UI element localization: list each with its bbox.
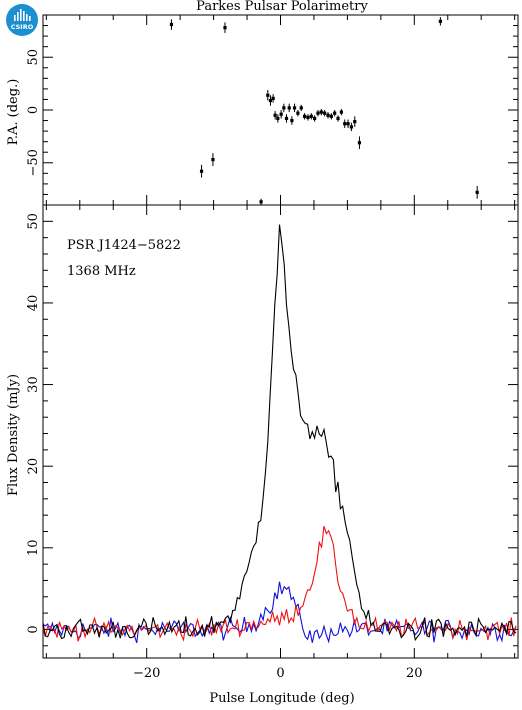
- pa-point-17: [299, 106, 303, 110]
- profile-lines: [42, 224, 517, 644]
- pa-point-14: [290, 118, 294, 123]
- pa-point-21: [313, 116, 317, 121]
- profile-ytick-label: 30: [26, 376, 41, 393]
- pa-point-33: [353, 120, 357, 124]
- profile-xtick-label: 0: [276, 666, 284, 681]
- logo-bars-icon: [14, 9, 31, 21]
- logo-text: CSIRO: [11, 23, 34, 31]
- profile-ytick-label: 0: [26, 625, 41, 633]
- profile-ytick-label: 20: [26, 458, 41, 475]
- chart-title: Parkes Pulsar Polarimetry: [196, 0, 368, 14]
- pa-point-31: [346, 122, 350, 126]
- pa-point-32: [349, 125, 354, 129]
- profile-xtick-label: −20: [133, 666, 160, 681]
- csiro-logo: CSIRO: [6, 4, 38, 36]
- pa-point-12: [284, 116, 289, 121]
- pa-point-26: [329, 114, 333, 118]
- pa-point-23: [319, 110, 323, 114]
- pa-point-36: [475, 190, 479, 194]
- profile-axis-ticks: 0 10 20 30 40 50 −20 0 20: [26, 205, 518, 681]
- logo-bar-3: [23, 11, 25, 21]
- pa-point-13: [287, 106, 291, 110]
- profile-xtick-label: 20: [406, 666, 423, 681]
- pa-point-18: [302, 114, 307, 118]
- pulsar-name-label: PSR J1424−5822: [67, 238, 181, 253]
- pa-point-16: [296, 111, 300, 115]
- pa-panel: −50 0 50 P.A. (deg.): [6, 14, 519, 206]
- pa-point-2: [211, 158, 215, 162]
- pa-point-24: [323, 111, 327, 115]
- pa-axis-ticks: −50 0 50: [26, 15, 518, 205]
- pa-point-30: [343, 122, 347, 126]
- pa-point-22: [316, 111, 320, 115]
- pa-point-0: [169, 22, 174, 27]
- pa-point-1: [199, 169, 204, 173]
- pa-point-25: [326, 113, 330, 117]
- pa-point-3: [223, 26, 227, 30]
- profile-ytick-label: 10: [26, 540, 41, 557]
- pa-point-27: [333, 111, 337, 115]
- profile-ytick-label: 40: [26, 295, 41, 312]
- pa-point-35: [438, 19, 442, 23]
- logo-bar-2: [20, 9, 22, 21]
- profile-ylabel: Flux Density (mJy): [6, 374, 21, 496]
- pa-points: [169, 17, 479, 205]
- pa-point-6: [268, 98, 273, 103]
- pa-point-11: [282, 106, 286, 110]
- pa-ytick-label: 50: [26, 49, 41, 66]
- pa-point-34: [357, 141, 362, 145]
- pa-frame: [42, 14, 519, 206]
- logo-bar-5: [29, 16, 31, 21]
- pa-ylabel: P.A. (deg.): [6, 79, 21, 146]
- pa-ytick-label: −50: [26, 149, 41, 176]
- pa-point-7: [271, 96, 275, 100]
- pa-point-10: [279, 112, 283, 116]
- pa-point-20: [309, 114, 313, 118]
- frequency-label: 1368 MHz: [67, 264, 136, 279]
- pa-point-4: [259, 200, 263, 204]
- profile-panel: 0 10 20 30 40 50 −20 0 20 PSR J1424−5822 1368 MH…: [6, 204, 519, 706]
- pa-point-5: [266, 93, 270, 97]
- profile-line-total: [42, 224, 517, 642]
- pa-point-28: [336, 116, 340, 121]
- pa-point-9: [276, 116, 280, 121]
- logo-bar-1: [17, 12, 19, 21]
- pa-point-8: [273, 113, 277, 117]
- pa-point-19: [306, 115, 310, 119]
- logo-bar-0: [14, 15, 16, 21]
- pa-ytick-label: 0: [26, 106, 41, 114]
- profile-ytick-label: 50: [26, 213, 41, 230]
- pa-point-29: [339, 110, 343, 114]
- logo-bar-4: [26, 14, 28, 21]
- pa-point-15: [292, 106, 297, 110]
- profile-line-circular: [42, 581, 517, 644]
- profile-xlabel: Pulse Longitude (deg): [209, 691, 354, 706]
